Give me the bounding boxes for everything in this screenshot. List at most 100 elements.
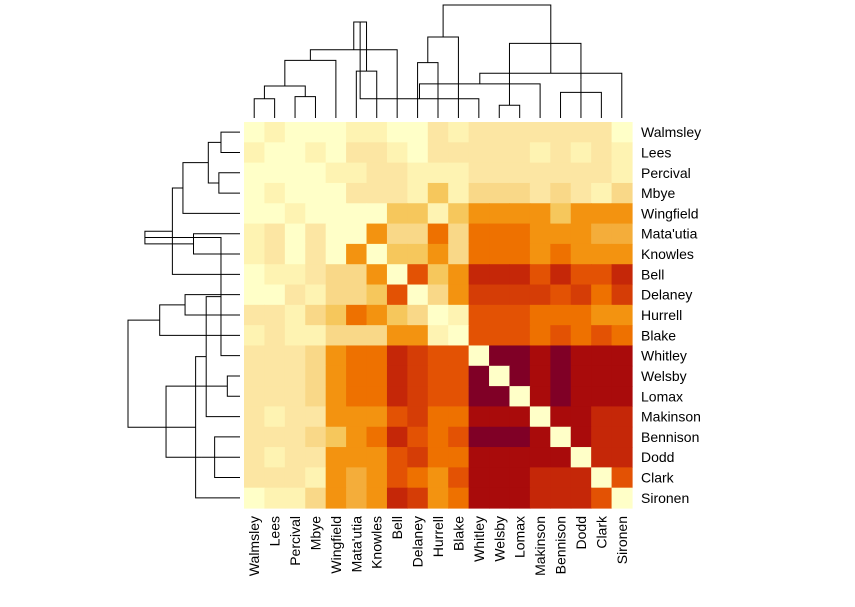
heatmap-cell xyxy=(509,325,531,347)
heatmap-cell xyxy=(284,182,306,204)
heatmap-cell xyxy=(305,223,327,245)
heatmap-cell xyxy=(244,203,266,225)
heatmap-cell xyxy=(427,122,449,143)
heatmap-cell xyxy=(325,345,347,367)
heatmap-cell xyxy=(468,325,490,347)
heatmap-cell xyxy=(346,406,368,428)
heatmap-cell xyxy=(529,122,551,143)
dendrogram-branch xyxy=(218,172,240,194)
heatmap-cell xyxy=(305,325,327,347)
column-label: Lomax xyxy=(512,516,528,558)
heatmap-cell xyxy=(284,304,306,326)
heatmap-cell xyxy=(284,426,306,448)
heatmap-cell xyxy=(570,467,592,489)
heatmap-cell xyxy=(489,182,511,204)
dendrogram-branch xyxy=(226,375,240,397)
heatmap-cell xyxy=(550,304,572,326)
heatmap-cell xyxy=(611,304,633,326)
heatmap-cell xyxy=(550,284,572,306)
heatmap-cell xyxy=(550,487,572,509)
heatmap-cell xyxy=(427,284,449,306)
column-label: Blake xyxy=(450,516,466,551)
heatmap-cell xyxy=(325,426,347,448)
dendrogram-branch xyxy=(253,98,276,118)
heatmap-cell xyxy=(407,426,429,448)
heatmap-cell xyxy=(264,284,286,306)
heatmap-cell xyxy=(591,426,613,448)
heatmap-cell xyxy=(244,447,266,468)
heatmap-cell xyxy=(427,142,449,164)
heatmap-cell xyxy=(529,243,551,265)
heatmap-cell xyxy=(468,386,490,408)
heatmap-cell xyxy=(529,203,551,225)
heatmap-cell xyxy=(427,243,449,265)
heatmap-cell xyxy=(346,142,368,164)
heatmap-cell xyxy=(244,142,266,164)
heatmap-cell xyxy=(407,203,429,225)
heatmap-cell xyxy=(346,304,368,326)
heatmap-cell xyxy=(366,203,388,225)
heatmap-cell xyxy=(366,467,388,489)
heatmap-cell xyxy=(509,203,531,225)
heatmap-cell xyxy=(346,365,368,387)
heatmap-cell xyxy=(244,487,266,509)
heatmap-cell xyxy=(407,447,429,468)
heatmap-cell xyxy=(264,162,286,184)
heatmap-cell xyxy=(448,243,470,265)
heatmap-cell xyxy=(427,325,449,347)
heatmap-cell xyxy=(591,182,613,204)
heatmap-cell xyxy=(325,406,347,428)
heatmap-cell xyxy=(448,203,470,225)
heatmap-cell xyxy=(468,264,490,286)
heatmap-cell xyxy=(366,243,388,265)
heatmap-cell xyxy=(305,487,327,509)
heatmap-cell xyxy=(386,467,408,489)
heatmap-cell xyxy=(591,304,613,326)
heatmap-cell xyxy=(529,365,551,387)
heatmap-cell xyxy=(284,487,306,509)
heatmap-cell xyxy=(509,406,531,428)
heatmap-cell xyxy=(427,426,449,448)
heatmap-cell xyxy=(529,223,551,245)
dendrogram-branch xyxy=(284,59,337,118)
heatmap-cell xyxy=(468,203,490,225)
heatmap-cell xyxy=(489,284,511,306)
heatmap-cell xyxy=(407,142,429,164)
heatmap-cell xyxy=(386,487,408,509)
heatmap-cell xyxy=(386,325,408,347)
heatmap-cell xyxy=(366,304,388,326)
heatmap-cell xyxy=(346,243,368,265)
heatmap-cell xyxy=(550,223,572,245)
heatmap-cell xyxy=(570,284,592,306)
row-label: Wingfield xyxy=(641,205,699,221)
heatmap-cell xyxy=(591,447,613,468)
row-label: Hurrell xyxy=(641,307,682,323)
heatmap-cell xyxy=(366,386,388,408)
row-label: Bell xyxy=(641,266,664,282)
heatmap-cell xyxy=(448,467,470,489)
heatmap-cell xyxy=(305,386,327,408)
heatmap-cell xyxy=(509,426,531,448)
heatmap-cell xyxy=(305,122,327,143)
row-label: Lomax xyxy=(641,388,683,404)
heatmap-cell xyxy=(468,467,490,489)
column-label: Sironen xyxy=(614,516,630,564)
dendrogram-branch xyxy=(182,162,240,214)
heatmap-cell xyxy=(509,122,531,143)
heatmap-cell xyxy=(529,304,551,326)
heatmap-cell xyxy=(448,162,470,184)
heatmap-cell xyxy=(305,284,327,306)
heatmap-cell xyxy=(284,284,306,306)
column-label: Walmsley xyxy=(246,516,262,576)
heatmap-cell xyxy=(427,447,449,468)
dendrogram-branch xyxy=(184,294,240,316)
heatmap-cell xyxy=(509,467,531,489)
heatmap-cell xyxy=(325,122,347,143)
heatmap-cell xyxy=(570,122,592,143)
heatmap-cell xyxy=(550,203,572,225)
heatmap-cell xyxy=(468,142,490,164)
column-label: Mata'utia xyxy=(348,516,364,573)
heatmap-cell xyxy=(346,467,368,489)
heatmap-cell xyxy=(611,243,633,265)
